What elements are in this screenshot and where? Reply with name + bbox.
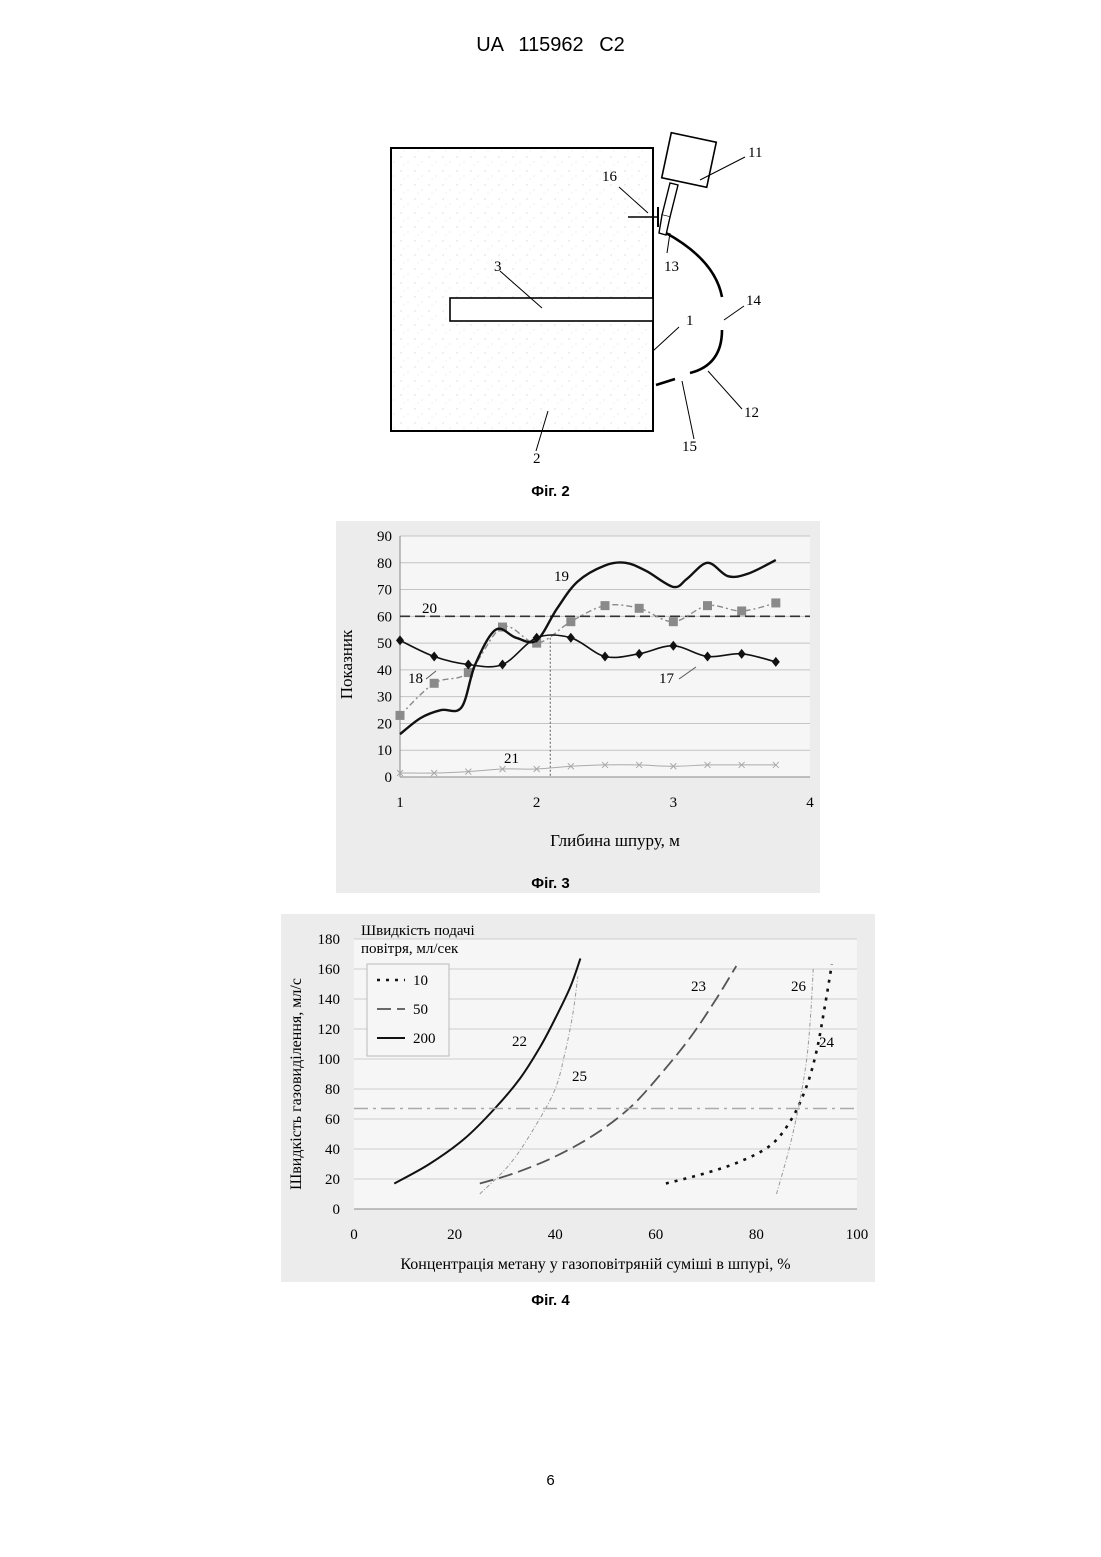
fig2-label-15: 15 [682,439,697,455]
fig4-legend-title-line1: Швидкість подачі [361,923,475,939]
fig3-ytick-label: 30 [377,690,392,706]
fig3-ytick-label: 60 [377,609,392,625]
fig4-legend-label-200: 200 [413,1031,436,1047]
fig4-series-label-24: 24 [819,1035,835,1051]
fig4-xtick-label: 60 [648,1227,663,1243]
fig3-xtick-label: 3 [670,795,678,811]
fig4-xtick-label: 0 [350,1227,358,1243]
fig4-ytick-label: 100 [318,1052,341,1068]
fig3-series-label-20: 20 [422,601,437,617]
figure-3-caption: Фіг. 3 [0,875,1101,892]
fig3-series-18-point [635,604,644,613]
fig3-series-label-19: 19 [554,569,569,585]
fig3-ytick-label: 10 [377,743,392,759]
fig3-series-18-point [703,601,712,610]
fig2-label-3: 3 [494,259,502,275]
fig4-xtick-label: 80 [749,1227,764,1243]
fig3-xtick-label: 2 [533,795,541,811]
fig2-label-13: 13 [664,259,679,275]
fig3-ytick-label: 20 [377,716,392,732]
fig4-ytick-label: 140 [318,992,341,1008]
fig4-ytick-label: 60 [325,1112,340,1128]
fig3-ylabel: Показник [337,629,356,699]
fig3-xtick-label: 4 [806,795,814,811]
fig3-series-label-21: 21 [504,751,519,767]
fig3-series-18-point [566,617,575,626]
fig4-ytick-label: 160 [318,962,341,978]
fig4-legend-label-50: 50 [413,1002,428,1018]
fig4-ytick-label: 120 [318,1022,341,1038]
patent-header: UA 115962 C2 [0,34,1101,57]
fig3-series-18-point [430,679,439,688]
fig4-ytick-label: 20 [325,1172,340,1188]
fig3-ytick-label: 0 [385,770,393,786]
fig4-xtick-label: 20 [447,1227,462,1243]
fig4-series-label-23: 23 [691,979,706,995]
fig4-xtick-label: 40 [548,1227,563,1243]
fig3-xlabel: Глибина шпуру, м [550,831,680,850]
borehole-3 [450,298,653,321]
fig2-label-12: 12 [744,405,759,421]
fig2-label-16: 16 [602,169,618,185]
figure-3-chart: 0 10 20 30 40 50 60 70 80 90 1 2 3 4 Глибина шпуру, м П… [336,521,820,893]
fig3-ytick-label: 70 [377,583,392,599]
fig3-series-18-point [601,601,610,610]
fig4-legend-title-line2: повітря, мл/сек [361,941,459,957]
fig4-xlabel: Концентрація метану у газоповітряній сум… [400,1256,790,1273]
figure-2-diagram: 123111213141516 [370,125,790,475]
fig3-series-18-point [771,598,780,607]
fig3-ytick-label: 80 [377,556,392,572]
fig3-ytick-label: 90 [377,529,392,545]
fig4-ytick-label: 80 [325,1082,340,1098]
fig2-label-2: 2 [533,451,541,467]
fig3-xtick-label: 1 [396,795,404,811]
figure-2-caption: Фіг. 2 [0,483,1101,500]
figure-4-caption: Фіг. 4 [0,1292,1101,1309]
fig4-ytick-label: 0 [333,1202,341,1218]
fig2-label-11: 11 [748,145,762,161]
fig4-series-label-25: 25 [572,1069,587,1085]
probe-13 [662,183,678,217]
fig4-series-label-22: 22 [512,1034,527,1050]
fig4-legend-label-10: 10 [413,973,428,989]
fig4-ytick-label: 180 [318,932,341,948]
fig4-series-label-26: 26 [791,979,807,995]
fig3-series-label-18: 18 [408,671,423,687]
fig4-xtick-label: 100 [846,1227,869,1243]
rock-mass-2 [391,148,653,431]
fig3-ytick-label: 50 [377,636,392,652]
fig2-label-14: 14 [746,293,762,309]
device-11 [662,133,717,188]
fig4-legend-box [367,964,449,1056]
fig3-series-18-point [396,711,405,720]
page-number: 6 [0,1472,1101,1489]
fig4-ytick-label: 40 [325,1142,340,1158]
fig4-ylabel: Швидкість газовиділення, мл/с [288,978,305,1190]
fig3-series-18-point [737,606,746,615]
fig3-series-18-point [669,617,678,626]
fig3-ytick-label: 40 [377,663,392,679]
fig3-series-label-17: 17 [659,671,675,687]
fig2-label-1: 1 [686,313,694,329]
figure-4-chart: 0 20 40 60 80 100 120 140 160 180 0 20 40 60 80 100 Конц… [281,914,875,1282]
